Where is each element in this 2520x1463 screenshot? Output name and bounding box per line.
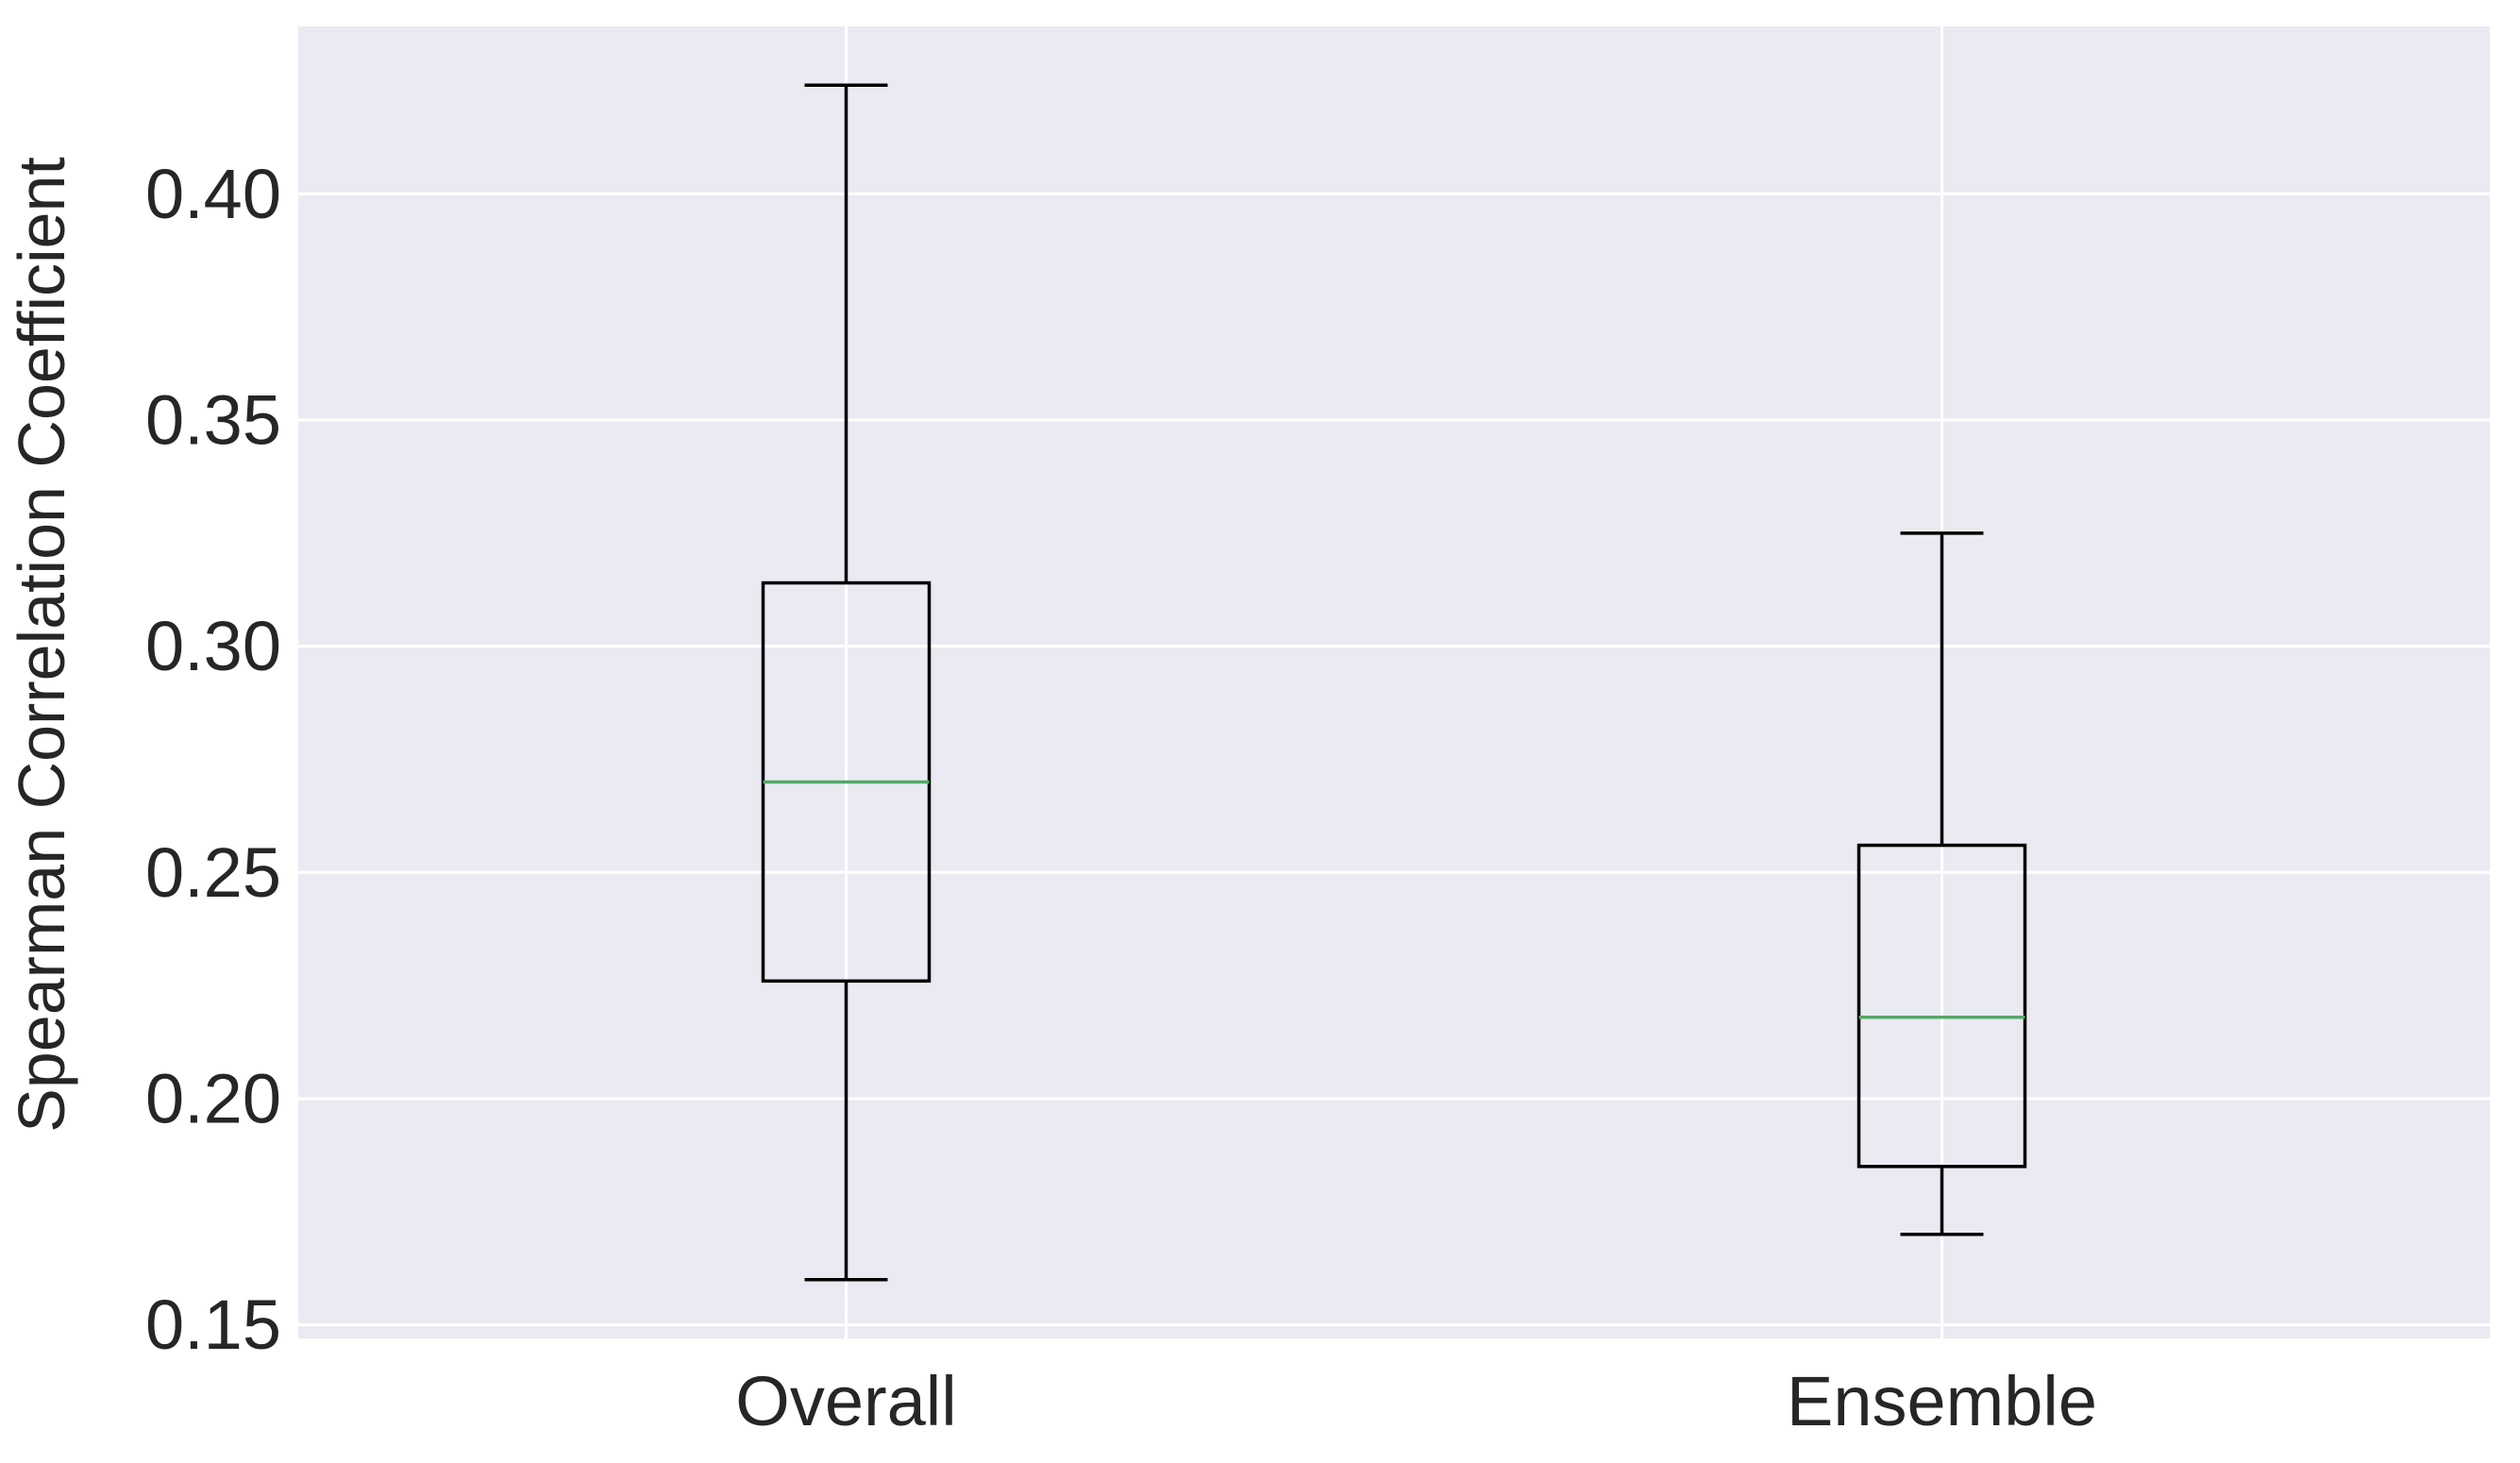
box-ensemble: [1856, 531, 2027, 1236]
x-tick-label: Overall: [735, 1362, 956, 1440]
y-tick-label: 0.20: [145, 1059, 281, 1137]
plot-area: [298, 26, 2490, 1338]
y-tick-label: 0.35: [145, 381, 281, 460]
y-tick-label: 0.30: [145, 607, 281, 685]
iqr-box: [1856, 843, 2027, 1169]
y-axis-ticks: 0.15 0.20 0.25 0.30 0.35 0.40: [145, 155, 281, 1364]
box-series: [761, 83, 2027, 1282]
x-tick-label: Ensemble: [1787, 1362, 2097, 1440]
y-tick-label: 0.25: [145, 833, 281, 912]
box-overall: [761, 83, 932, 1282]
y-tick-label: 0.15: [145, 1286, 281, 1364]
y-axis-title: Spearman Correlation Coefficient: [5, 157, 78, 1133]
y-tick-label: 0.40: [145, 155, 281, 233]
x-axis-ticks: Overall Ensemble: [735, 1362, 2097, 1440]
